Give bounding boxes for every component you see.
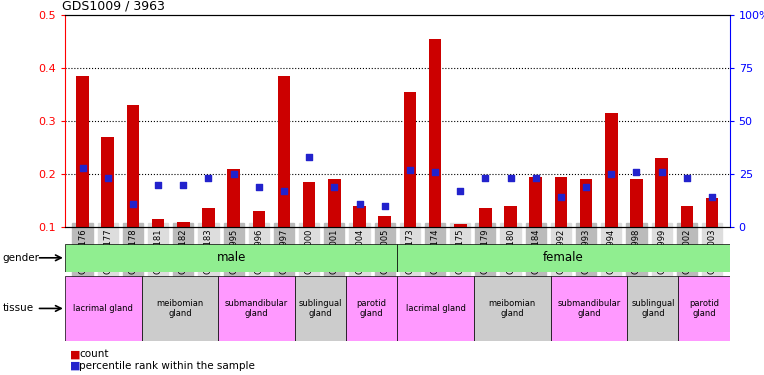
Text: submandibular
gland: submandibular gland [225,299,288,318]
Text: ■: ■ [70,350,81,359]
Bar [303,182,316,227]
Point [630,169,643,175]
Bar [403,92,416,227]
Point [504,175,516,181]
Text: GDS1009 / 3963: GDS1009 / 3963 [62,0,164,12]
Text: submandibular
gland: submandibular gland [558,299,620,318]
Point [656,169,668,175]
Text: meibomian
gland: meibomian gland [157,299,203,318]
Bar [378,216,391,227]
Bar [479,209,492,227]
Text: lacrimal gland: lacrimal gland [406,304,465,313]
Bar [228,169,240,227]
Text: sublingual
gland: sublingual gland [299,299,342,318]
Bar [605,113,617,227]
Bar [454,224,467,227]
Bar [76,76,89,227]
Bar [127,105,139,227]
Text: parotid
gland: parotid gland [689,299,719,318]
Point [253,184,265,190]
Point [429,169,441,175]
Point [580,184,592,190]
Point [454,188,466,194]
Text: count: count [79,350,109,359]
Point [706,194,718,200]
Point [152,182,164,188]
Point [555,194,567,200]
Bar [630,179,643,227]
Bar [219,276,295,341]
Bar [706,198,718,227]
Bar [102,137,114,227]
Bar [353,206,366,227]
Bar [141,276,219,341]
Point [329,184,341,190]
Text: female: female [543,251,584,264]
Point [76,165,89,171]
Bar [328,179,341,227]
Bar [504,206,517,227]
Point [403,166,416,172]
Bar [555,177,567,227]
Text: gender: gender [2,253,39,263]
Point [228,171,240,177]
Bar [65,276,141,341]
Point [278,188,290,194]
Point [127,201,139,207]
Bar [529,177,542,227]
Point [479,175,491,181]
Text: percentile rank within the sample: percentile rank within the sample [79,361,255,370]
Bar [580,179,592,227]
Point [529,175,542,181]
Bar [681,206,693,227]
Point [177,182,189,188]
Bar [429,39,442,227]
Text: ■: ■ [70,361,81,370]
Bar [551,276,627,341]
Point [354,201,366,207]
Bar [678,276,730,341]
Point [202,175,215,181]
Point [303,154,316,160]
Bar [277,76,290,227]
Text: male: male [216,251,246,264]
Bar [295,276,346,341]
Text: lacrimal gland: lacrimal gland [73,304,133,313]
Bar [474,276,551,341]
Text: parotid
gland: parotid gland [357,299,387,318]
Point [379,202,391,208]
Text: sublingual
gland: sublingual gland [631,299,675,318]
Bar [202,209,215,227]
Bar [627,276,678,341]
Point [102,175,114,181]
Point [681,175,693,181]
Bar [656,158,668,227]
Bar [65,244,397,272]
Bar [152,219,164,227]
Bar [346,276,397,341]
Bar [397,276,474,341]
Text: meibomian
gland: meibomian gland [489,299,536,318]
Bar [253,211,265,227]
Text: tissue: tissue [2,303,34,313]
Bar [397,244,730,272]
Point [605,171,617,177]
Bar [177,222,189,227]
